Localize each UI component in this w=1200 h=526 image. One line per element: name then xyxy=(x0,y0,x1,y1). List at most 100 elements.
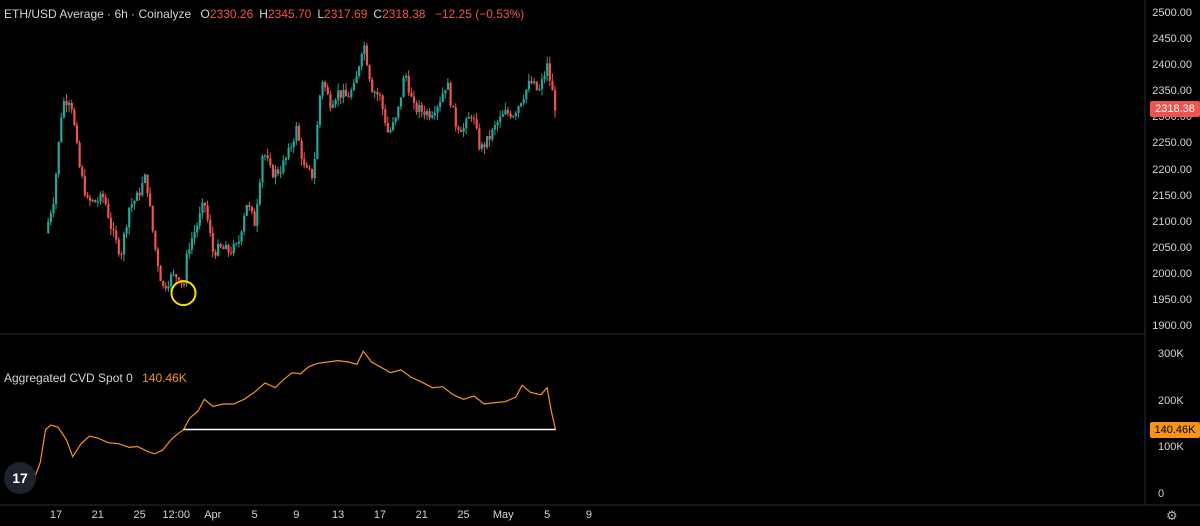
candle-55[interactable] xyxy=(190,231,194,255)
candle-154[interactable] xyxy=(449,81,452,108)
candle-149[interactable] xyxy=(436,105,439,120)
candle-42[interactable] xyxy=(156,247,160,272)
tradingview-logo-icon[interactable]: 17 xyxy=(4,462,36,494)
candle-33[interactable] xyxy=(133,199,136,211)
candle-79[interactable] xyxy=(253,208,256,227)
candle-86[interactable] xyxy=(271,163,275,179)
candle-22[interactable] xyxy=(104,194,107,206)
candle-171[interactable] xyxy=(493,121,497,136)
candle-12[interactable] xyxy=(78,140,81,169)
candle-30[interactable] xyxy=(125,224,128,238)
candle-59[interactable] xyxy=(201,198,204,220)
candle-162[interactable] xyxy=(470,114,473,123)
candle-135[interactable] xyxy=(399,97,403,110)
candle-112[interactable] xyxy=(339,90,342,104)
candle-88[interactable] xyxy=(277,166,280,176)
candle-193[interactable] xyxy=(551,73,554,91)
candle-131[interactable] xyxy=(389,127,392,134)
candle-84[interactable] xyxy=(266,148,269,162)
cvd-pane[interactable] xyxy=(34,350,557,477)
candle-45[interactable] xyxy=(164,282,167,292)
candle-121[interactable] xyxy=(363,41,366,61)
candle-170[interactable] xyxy=(491,127,494,142)
candle-152[interactable] xyxy=(444,89,447,99)
candle-190[interactable] xyxy=(543,71,546,84)
candle-189[interactable] xyxy=(540,73,544,96)
candle-140[interactable] xyxy=(412,90,416,110)
candle-161[interactable] xyxy=(467,111,470,119)
candle-122[interactable] xyxy=(365,43,369,66)
candle-20[interactable] xyxy=(99,191,102,205)
candle-89[interactable] xyxy=(279,165,282,179)
candle-2[interactable] xyxy=(52,197,55,218)
candle-18[interactable] xyxy=(94,199,97,203)
candle-49[interactable] xyxy=(175,273,178,284)
candle-94[interactable] xyxy=(292,138,295,153)
candle-24[interactable] xyxy=(109,212,113,236)
candle-10[interactable] xyxy=(73,107,76,127)
candle-95[interactable] xyxy=(295,122,298,146)
candle-60[interactable] xyxy=(203,202,207,213)
candle-187[interactable] xyxy=(535,81,538,91)
candle-9[interactable] xyxy=(70,99,73,114)
candle-31[interactable] xyxy=(128,207,131,235)
candle-114[interactable] xyxy=(344,83,348,97)
candle-181[interactable] xyxy=(520,102,523,108)
candle-108[interactable] xyxy=(329,90,332,112)
candle-48[interactable] xyxy=(172,269,175,277)
candle-17[interactable] xyxy=(91,199,94,203)
candle-37[interactable] xyxy=(143,173,147,184)
candle-123[interactable] xyxy=(368,64,371,82)
candle-178[interactable] xyxy=(512,114,515,119)
candle-133[interactable] xyxy=(394,116,397,126)
candle-19[interactable] xyxy=(96,196,99,208)
candle-15[interactable] xyxy=(86,191,89,200)
candle-40[interactable] xyxy=(151,205,154,233)
candle-157[interactable] xyxy=(457,125,460,134)
candle-13[interactable] xyxy=(81,164,84,179)
candle-130[interactable] xyxy=(386,116,389,133)
candle-128[interactable] xyxy=(381,93,384,115)
candle-35[interactable] xyxy=(138,187,141,201)
candle-76[interactable] xyxy=(245,204,248,217)
candle-97[interactable] xyxy=(300,137,303,166)
candle-62[interactable] xyxy=(209,214,212,237)
candle-29[interactable] xyxy=(122,231,126,262)
candle-185[interactable] xyxy=(530,76,533,85)
candle-137[interactable] xyxy=(405,72,408,82)
candle-169[interactable] xyxy=(488,129,491,147)
candle-32[interactable] xyxy=(130,197,133,212)
candle-65[interactable] xyxy=(216,239,220,257)
candle-81[interactable] xyxy=(258,178,261,207)
candle-46[interactable] xyxy=(167,280,170,292)
candle-44[interactable] xyxy=(162,280,165,289)
candle-93[interactable] xyxy=(290,142,293,153)
candle-57[interactable] xyxy=(196,221,199,238)
candle-73[interactable] xyxy=(237,235,241,248)
candle-38[interactable] xyxy=(146,174,149,198)
candle-14[interactable] xyxy=(83,169,86,197)
candle-156[interactable] xyxy=(454,103,457,132)
candle-153[interactable] xyxy=(446,78,450,90)
candle-141[interactable] xyxy=(415,100,418,115)
candle-27[interactable] xyxy=(117,237,120,257)
candle-101[interactable] xyxy=(311,168,314,181)
candle-106[interactable] xyxy=(324,80,327,92)
candle-119[interactable] xyxy=(358,65,361,79)
candle-3[interactable] xyxy=(55,172,58,210)
candle-125[interactable] xyxy=(373,89,376,99)
candle-54[interactable] xyxy=(188,242,191,259)
candle-104[interactable] xyxy=(318,94,322,129)
candle-43[interactable] xyxy=(159,264,162,281)
candle-28[interactable] xyxy=(120,251,123,260)
candle-77[interactable] xyxy=(248,201,251,211)
candle-138[interactable] xyxy=(407,70,410,97)
candle-90[interactable] xyxy=(282,155,285,175)
candle-191[interactable] xyxy=(546,56,549,82)
candle-69[interactable] xyxy=(227,243,230,258)
candle-146[interactable] xyxy=(428,107,431,121)
candle-85[interactable] xyxy=(269,152,272,169)
candle-120[interactable] xyxy=(360,52,363,71)
candle-113[interactable] xyxy=(342,83,345,104)
candle-168[interactable] xyxy=(486,135,489,150)
